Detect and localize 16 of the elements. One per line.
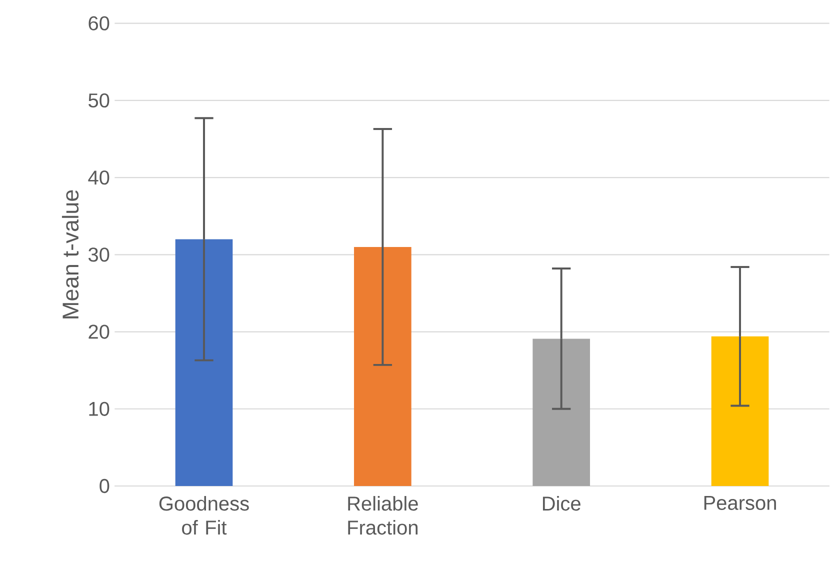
x-tick-label: Reliable Fraction	[348, 496, 418, 535]
y-tick-label: 20	[88, 324, 110, 339]
bar	[532, 338, 590, 486]
x-tick-label: Dice	[542, 496, 580, 511]
y-tick-label: 10	[89, 402, 110, 416]
bar	[711, 336, 769, 486]
y-tick-label: 40	[88, 170, 110, 185]
y-axis-title: Mean t-value	[62, 190, 79, 318]
bar	[175, 239, 233, 486]
y-tick-label: 0	[100, 478, 110, 494]
y-tick-label: 50	[88, 93, 110, 108]
y-tick-label: 30	[88, 248, 110, 262]
y-tick-label: 60	[88, 16, 110, 30]
x-tick-label: Goodness of Fit	[159, 496, 249, 535]
bar	[354, 246, 412, 486]
x-tick-label: Pearson	[704, 496, 776, 510]
